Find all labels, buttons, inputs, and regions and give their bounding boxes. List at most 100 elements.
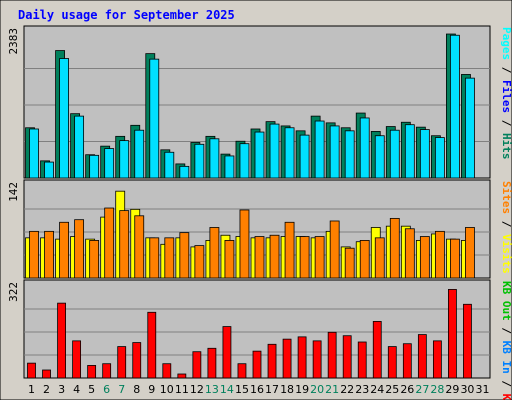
x-axis-day-labels: 1 2 3 4 5 6 7 8 9 10 11 12 13 14 15 16 17 18 19 20 21 22 23 24 2… (28, 383, 489, 396)
bar-pages (374, 135, 385, 179)
bar-sites (359, 240, 370, 279)
legend-separator: / (500, 374, 512, 394)
bar-sites (89, 240, 100, 279)
bar-pages (404, 124, 415, 179)
bar-sites (465, 227, 475, 279)
bar-sites (179, 232, 190, 279)
bar-kbytes (102, 363, 112, 379)
bar-sites (119, 210, 130, 279)
sites-visits-panel: 142 (7, 179, 491, 279)
bar-sites (404, 228, 415, 279)
bar-kbytes (57, 302, 66, 379)
bar-kbytes (237, 363, 247, 379)
x-tick-label: 22 (340, 383, 354, 396)
bar-pages (224, 155, 235, 179)
x-tick-label: 24 (370, 383, 384, 396)
bar-kbytes (327, 331, 337, 379)
chart-title: Daily usage for September 2025 (18, 8, 235, 22)
bar-pages (104, 148, 115, 179)
bar-kbytes (432, 340, 442, 379)
legend-entry: KB F (500, 394, 512, 400)
bar-kbytes (342, 335, 352, 379)
bar-pages (389, 129, 400, 179)
bar-kbytes (132, 342, 142, 379)
x-tick-label: 10 (160, 383, 174, 396)
bar-pages (344, 130, 355, 179)
x-tick-label: 28 (430, 383, 444, 396)
bar-sites (389, 217, 400, 279)
bar-sites (314, 236, 325, 279)
bar-kbytes (72, 340, 82, 379)
bar-sites (224, 240, 235, 279)
legend-entry: KB Out (500, 281, 512, 321)
bar-pages (164, 151, 175, 179)
legend-group: Pages / Files / Hits (500, 27, 512, 160)
legend-separator: / (500, 113, 512, 133)
bar-kbytes (222, 326, 232, 379)
bar-kbytes (87, 365, 97, 379)
hits-files-pages-panel: 2383 (7, 25, 491, 179)
bar-sites (269, 234, 280, 279)
x-tick-label: 26 (400, 383, 414, 396)
bar-pages (29, 128, 39, 179)
bar-pages (299, 134, 310, 179)
axis-max-label: 2383 (7, 28, 20, 55)
x-tick-label: 27 (415, 383, 429, 396)
bar-sites (44, 230, 54, 279)
bar-kbytes (117, 346, 127, 379)
bar-sites (374, 237, 385, 279)
x-tick-label: 13 (205, 383, 219, 396)
x-tick-label: 4 (73, 383, 80, 396)
x-tick-label: 9 (148, 383, 155, 396)
x-tick-label: 30 (460, 383, 474, 396)
legend-group: Sites / Visits (500, 181, 512, 274)
kbytes-panel: 322 (7, 279, 491, 379)
bar-pages (44, 161, 54, 179)
bar-sites (450, 238, 460, 279)
x-tick-label: 17 (265, 383, 279, 396)
axis-max-label: 322 (7, 282, 20, 302)
bar-sites (74, 219, 85, 279)
bar-kbytes (252, 350, 262, 379)
bar-kbytes (147, 311, 157, 379)
bar-pages (450, 34, 460, 179)
axis-max-label: 142 (7, 182, 20, 202)
bar-pages (329, 125, 340, 179)
bar-sites (164, 237, 175, 279)
bar-kbytes (448, 289, 457, 379)
x-tick-label: 15 (235, 383, 249, 396)
bar-sites (434, 230, 445, 279)
bar-sites (329, 220, 340, 279)
bar-sites (194, 245, 205, 279)
x-tick-label: 25 (385, 383, 399, 396)
bar-pages (359, 117, 370, 179)
bar-sites (104, 207, 115, 279)
legend-entry: Hits (500, 133, 512, 160)
bar-pages (149, 58, 160, 179)
bar-kbytes (162, 363, 172, 379)
x-tick-label: 29 (445, 383, 459, 396)
bar-sites (134, 215, 145, 279)
bar-pages (419, 129, 430, 179)
bar-pages (465, 77, 475, 179)
bar-kbytes (463, 303, 472, 379)
x-tick-label: 16 (250, 383, 264, 396)
bar-pages (119, 140, 130, 179)
right-legend: Pages / Files / Hits Sites / Visits KB Out… (500, 27, 512, 400)
bar-sites (239, 209, 250, 279)
x-tick-label: 7 (118, 383, 125, 396)
bar-sites (419, 236, 430, 279)
x-tick-label: 18 (280, 383, 294, 396)
bar-pages (59, 58, 69, 179)
bar-kbytes (207, 347, 217, 379)
legend-separator: / (500, 214, 512, 234)
bar-kbytes (42, 369, 51, 379)
x-tick-label: 23 (355, 383, 369, 396)
bar-kbytes (297, 336, 307, 379)
x-tick-label: 8 (133, 383, 140, 396)
bar-sites (254, 236, 265, 279)
bar-pages (284, 127, 295, 179)
bar-pages (269, 123, 280, 179)
legend-separator: / (500, 321, 512, 341)
